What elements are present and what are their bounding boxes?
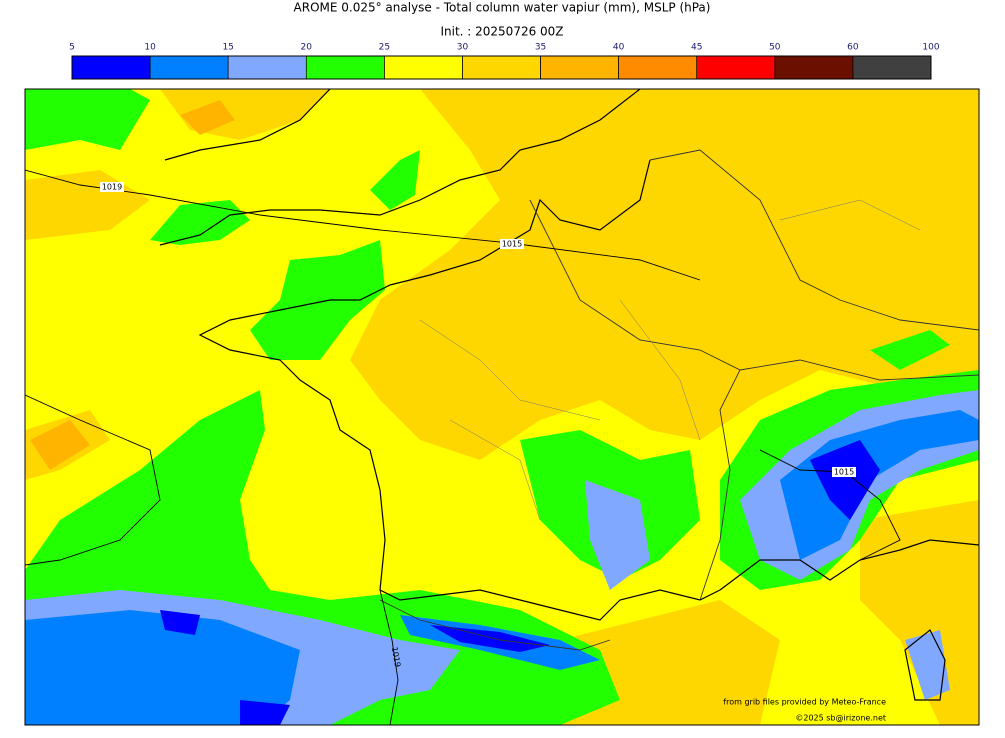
colorbar-segment bbox=[227, 55, 307, 80]
colorbar-segment bbox=[852, 55, 932, 80]
colorbar-segment bbox=[618, 55, 698, 80]
isobar bbox=[379, 589, 399, 725]
isobar-label-bg bbox=[832, 467, 856, 477]
field-zone bbox=[180, 100, 235, 135]
field-zone bbox=[585, 480, 650, 590]
colorbar-tick-label: 60 bbox=[847, 43, 859, 53]
colorbar-segment bbox=[540, 55, 619, 80]
isobar-label: 1019 bbox=[390, 646, 402, 668]
coastline bbox=[159, 89, 641, 246]
border bbox=[649, 149, 979, 381]
colorbar-tick-label: 25 bbox=[379, 43, 390, 53]
field-zone bbox=[160, 610, 290, 725]
field-zone bbox=[250, 240, 385, 360]
colorbar-tick-label: 15 bbox=[222, 43, 233, 53]
copyright: ©2025 sb@irizone.net bbox=[795, 714, 886, 723]
admin-line bbox=[419, 199, 921, 521]
isobar-label-bg bbox=[500, 239, 524, 249]
coastline bbox=[904, 629, 946, 701]
colorbar-tick-label: 30 bbox=[457, 43, 469, 53]
field-zone bbox=[780, 410, 979, 560]
colorbar-tick-label: 50 bbox=[769, 43, 781, 53]
title: AROME 0.025° analyse - Total column wate… bbox=[294, 1, 711, 15]
colorbar-tick-label: 40 bbox=[613, 43, 625, 53]
colorbar-segment bbox=[71, 55, 151, 80]
field-zone bbox=[870, 330, 950, 370]
map: 1019 1015 1015 1019 bbox=[24, 88, 980, 726]
field-zone bbox=[25, 610, 300, 725]
colorbar-tick-label: 5 bbox=[69, 43, 75, 53]
colorbar-tick-label: 100 bbox=[922, 43, 939, 53]
field-zone bbox=[860, 500, 979, 725]
field-zone bbox=[25, 89, 150, 150]
colorbar-tick-label: 45 bbox=[691, 43, 702, 53]
colorbar-segment bbox=[384, 55, 463, 80]
colorbar-segment bbox=[149, 55, 229, 80]
colorbar-segment bbox=[696, 55, 776, 80]
field-zone bbox=[350, 89, 979, 460]
map-frame bbox=[24, 88, 980, 726]
isobar-label: 1015 bbox=[502, 240, 522, 249]
colorbar-segment bbox=[305, 55, 385, 80]
isobar bbox=[25, 169, 701, 281]
isobar-label: 1019 bbox=[102, 183, 122, 192]
isobar bbox=[759, 449, 901, 561]
source-credit: from grib files provided by Meteo-France bbox=[723, 698, 886, 707]
coastline bbox=[164, 89, 331, 161]
colorbar-tick-label: 35 bbox=[535, 43, 546, 53]
isobar-label-bg bbox=[100, 182, 124, 192]
colorbar-segment bbox=[774, 55, 854, 80]
colorbar-frame bbox=[71, 55, 932, 80]
field-zone bbox=[370, 150, 420, 210]
colorbar-segment bbox=[462, 55, 541, 80]
colorbar-tick-label: 20 bbox=[301, 43, 313, 53]
colorbar-tick-label: 10 bbox=[144, 43, 156, 53]
colorbar: 5 10 15 20 25 30 35 40 45 50 60 100 bbox=[69, 43, 940, 80]
field-zone bbox=[430, 625, 550, 652]
init-time: Init. : 20250726 00Z bbox=[440, 25, 563, 39]
field-zone bbox=[30, 420, 90, 470]
field-zone bbox=[150, 200, 250, 245]
isobar-label: 1015 bbox=[834, 468, 854, 477]
field-zone bbox=[810, 440, 880, 520]
isobar bbox=[25, 394, 161, 566]
coastline bbox=[719, 539, 979, 591]
